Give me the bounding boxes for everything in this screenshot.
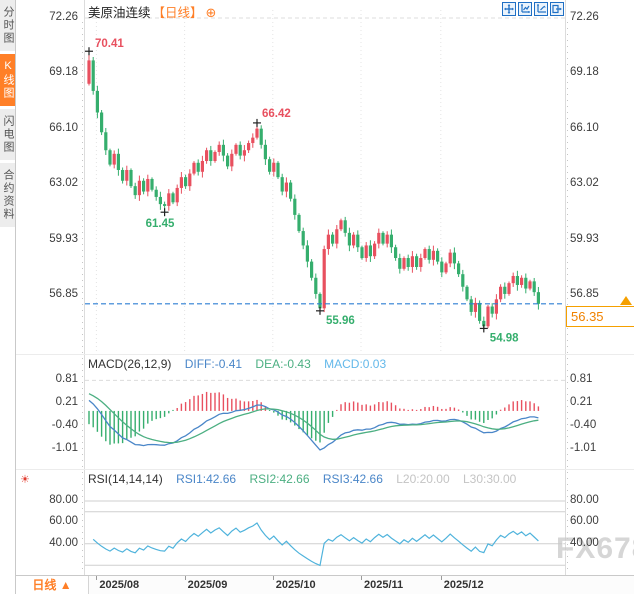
axis-label: 69.18 [570,66,599,79]
period-selector[interactable]: 日线 ▲ [16,576,89,594]
axis-label: 0.21 [55,396,78,408]
axis-label: 80.00 [49,494,78,506]
rsi3-value: RSI3:42.66 [322,472,383,486]
month-tick [184,576,186,580]
sidebar-item-time-chart[interactable]: 分时图 [0,0,15,54]
time-axis-bar: 日线 ▲ 2025/08 2025/09 2025/10 2025/11 2025/12 [16,575,634,594]
current-price-box: 56.35 [566,306,634,327]
watermark: FX678 [556,532,634,565]
macd-header: MACD(26,12,9) DIFF:-0.41 DEA:-0.43 MACD:… [88,357,396,371]
rsi1-value: RSI1:42.66 [176,472,237,486]
rsi-l30-value: L30:30.00 [462,472,517,486]
rsi-settings-icon[interactable]: ☀ [20,474,30,486]
sidebar-item-lightning-chart[interactable]: 闪电图 [0,109,15,163]
month-tick [96,576,98,580]
month-label: 2025/08 [99,579,140,591]
rsi-l20-value: L20:20.00 [396,472,450,486]
macd-panel-separator [16,354,634,355]
month-tick [272,576,274,580]
sidebar: 分时图 K线图 闪电图 合约资料 [0,0,16,594]
axis-label: 0.21 [570,396,593,408]
axis-label: 60.00 [49,515,78,528]
month-label: 2025/12 [443,579,484,591]
axis-label: 80.00 [570,494,599,506]
zoom-fit-icon[interactable] [518,2,532,16]
axis-label: 40.00 [49,536,78,549]
axis-label: -1.01 [570,441,597,454]
annotation-70.41: 70.41 [95,38,124,50]
axis-label: 56.85 [570,287,599,300]
axis-scale-icon[interactable] [534,2,548,16]
plot-right-border [565,0,566,575]
left-axis-ticks [82,22,83,570]
axis-label: -0.40 [570,418,597,431]
month-label: 2025/11 [364,579,404,591]
price-direction-arrow-icon [620,296,632,305]
move-tool-icon[interactable] [502,2,516,16]
axis-label: 63.02 [570,176,599,189]
axis-label: 0.81 [570,373,593,386]
month-label: 2025/10 [275,579,316,591]
axis-label: 69.18 [49,66,78,79]
axis-label: 59.93 [49,232,78,245]
rsi-panel-separator [16,469,634,470]
period-arrow-icon: ▲ [59,578,72,592]
add-indicator-icon[interactable]: ⊕ [205,5,217,20]
pan-right-icon[interactable] [550,2,564,16]
symbol-name: 美原油连续 [88,6,151,20]
macd-macd-value: MACD:0.03 [324,357,387,371]
macd-dea-value: DEA:-0.43 [255,357,311,371]
period-tag[interactable]: 【日线】 [152,6,203,20]
month-tick [361,576,362,580]
axis-label: 66.10 [49,121,78,134]
axis-label: 59.93 [570,232,599,245]
axis-label: 72.26 [49,11,78,23]
rsi2-value: RSI2:42.66 [249,472,310,486]
macd-title: MACD(26,12,9) [88,357,172,371]
axis-label: 56.85 [49,287,78,300]
sidebar-item-contract-info[interactable]: 合约资料 [0,163,15,230]
chart-toolbar [502,2,564,16]
right-axis-ticks [567,22,568,570]
sidebar-item-kline-chart[interactable]: K线图 [0,54,15,109]
axis-label: 63.02 [49,176,78,189]
axis-label: 60.00 [570,515,599,528]
annotation-54.98: 54.98 [490,332,519,344]
axis-label: -0.40 [51,418,78,431]
rsi-header: RSI(14,14,14) RSI1:42.66 RSI2:42.66 RSI3… [88,472,526,486]
annotation-61.45: 61.45 [146,218,175,230]
axis-label: 66.10 [570,121,599,134]
month-tick [440,576,442,580]
plot-left-border [84,0,85,575]
axis-label: 72.26 [570,11,599,23]
chart-title: 美原油连续 【日线】 ⊕ [88,2,216,21]
annotation-55.96: 55.96 [326,315,355,327]
month-label: 2025/09 [187,579,228,591]
rsi-title: RSI(14,14,14) [88,472,163,486]
macd-diff-value: DIFF:-0.41 [184,357,243,371]
axis-label: -1.01 [51,441,78,454]
annotation-66.42: 66.42 [262,108,291,120]
axis-label: 0.81 [55,373,78,386]
axis-label: 40.00 [570,536,599,549]
